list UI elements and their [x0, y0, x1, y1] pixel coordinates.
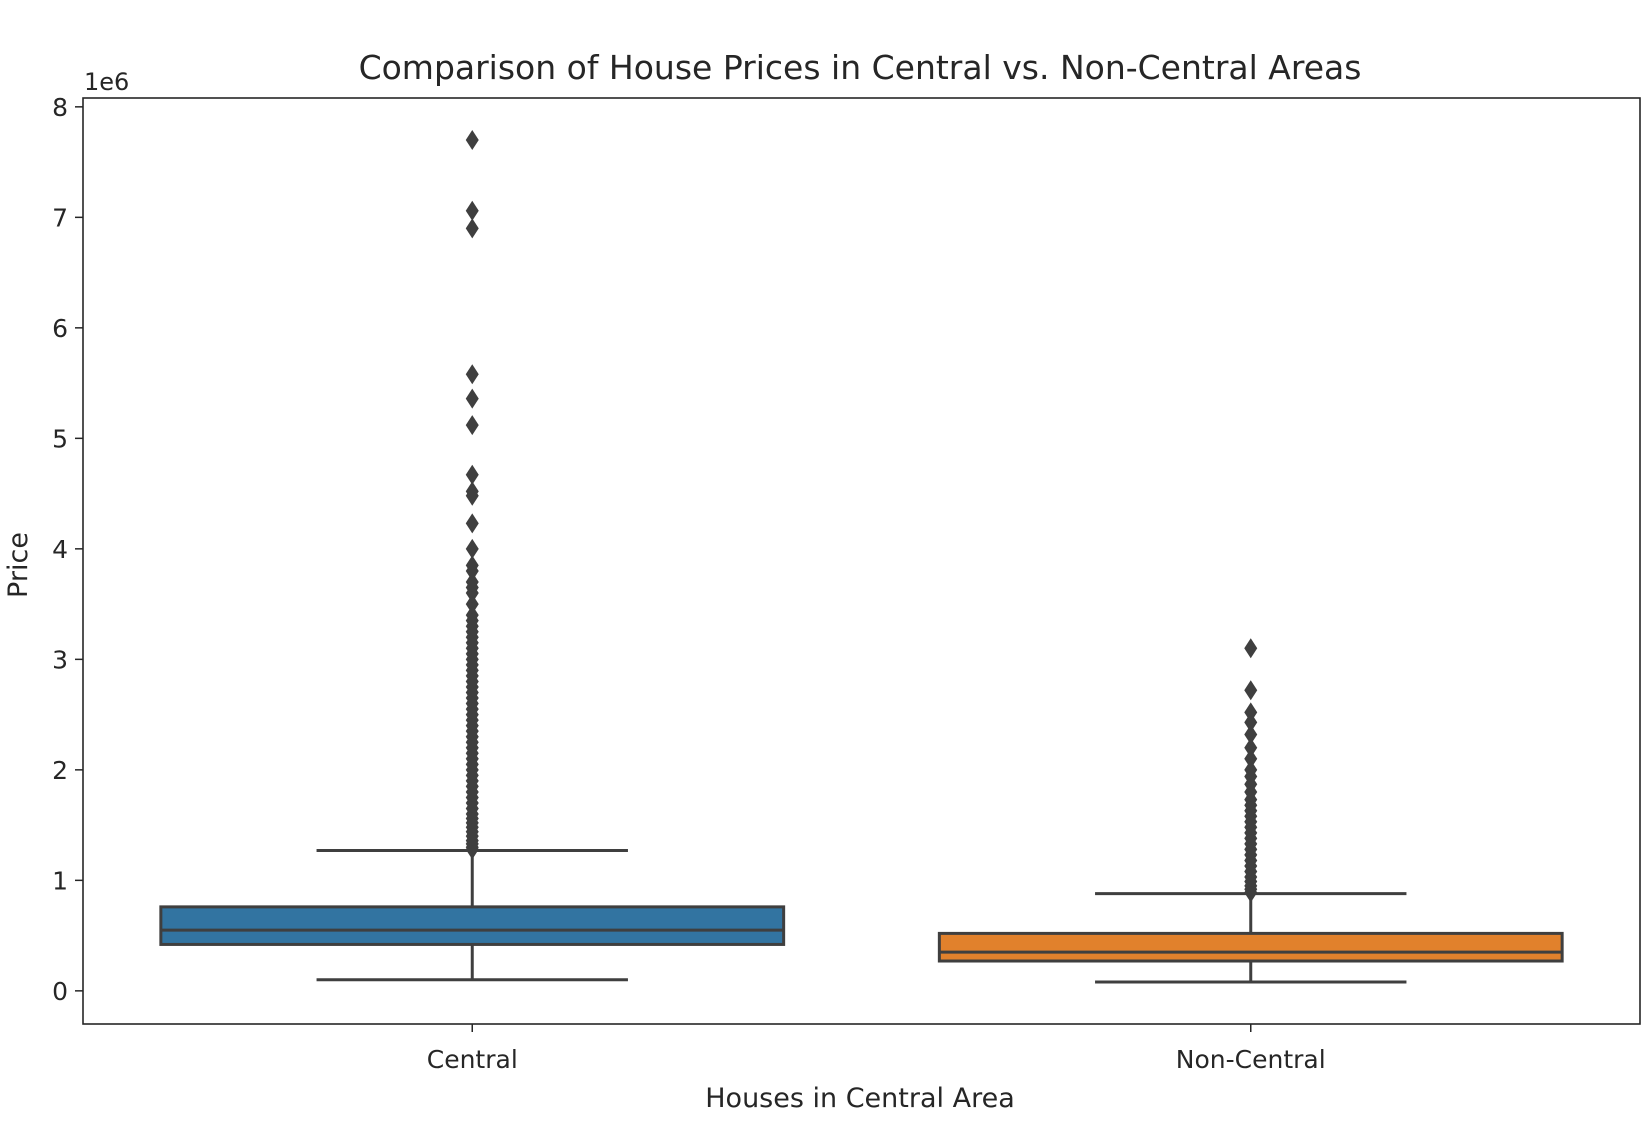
- y-axis-offset-label: 1e6: [84, 68, 129, 96]
- y-axis-label: Price: [3, 532, 34, 598]
- y-tick-label-6: 6: [52, 314, 68, 343]
- central-outlier-58: [465, 388, 479, 409]
- central-outlier-46: [465, 594, 479, 615]
- y-tick-label-3: 3: [52, 645, 68, 674]
- chart-title: Comparison of House Prices in Central vs…: [359, 48, 1362, 87]
- non-central-outlier-22: [1244, 759, 1258, 780]
- y-tick-label-4: 4: [52, 535, 68, 564]
- central-outlier-52: [465, 538, 479, 559]
- central-outlier-57: [465, 415, 479, 436]
- non-central-outlier-29: [1244, 638, 1258, 659]
- plot-frame: [82, 97, 1641, 1025]
- central-outlier-56: [465, 464, 479, 485]
- y-tick-label-8: 8: [52, 93, 68, 122]
- non-central-outlier-24: [1244, 737, 1258, 758]
- x-tick-label-central: Central: [427, 1045, 518, 1074]
- y-tick-label-7: 7: [52, 203, 68, 232]
- non-central-outlier-25: [1244, 724, 1258, 745]
- x-axis-label: Houses in Central Area: [705, 1083, 1015, 1114]
- non-central-box: [937, 931, 1564, 963]
- y-tick-label-5: 5: [52, 424, 68, 453]
- central-outlier-59: [465, 364, 479, 385]
- non-central-outlier-28: [1244, 680, 1258, 701]
- non-central-outlier-23: [1244, 748, 1258, 769]
- non-central-outlier-27: [1244, 702, 1258, 723]
- central-outlier-49: [465, 571, 479, 592]
- central-outlier-62: [465, 129, 479, 150]
- plot-area: 0 1 2 3 4 5 6 7 8 Central Non-Central: [52, 93, 1641, 1074]
- central-outlier-51: [465, 555, 479, 576]
- central-outlier-61: [465, 200, 479, 221]
- central-outlier-55: [465, 481, 479, 502]
- y-tick-label-0: 0: [52, 977, 68, 1006]
- central-outlier-53: [465, 513, 479, 534]
- central-outlier-60: [465, 218, 479, 239]
- central-outlier-45: [465, 605, 479, 626]
- y-tick-label-1: 1: [52, 866, 68, 895]
- x-tick-label-non-central: Non-Central: [1176, 1045, 1326, 1074]
- y-tick-label-2: 2: [52, 756, 68, 785]
- central-box: [159, 905, 786, 946]
